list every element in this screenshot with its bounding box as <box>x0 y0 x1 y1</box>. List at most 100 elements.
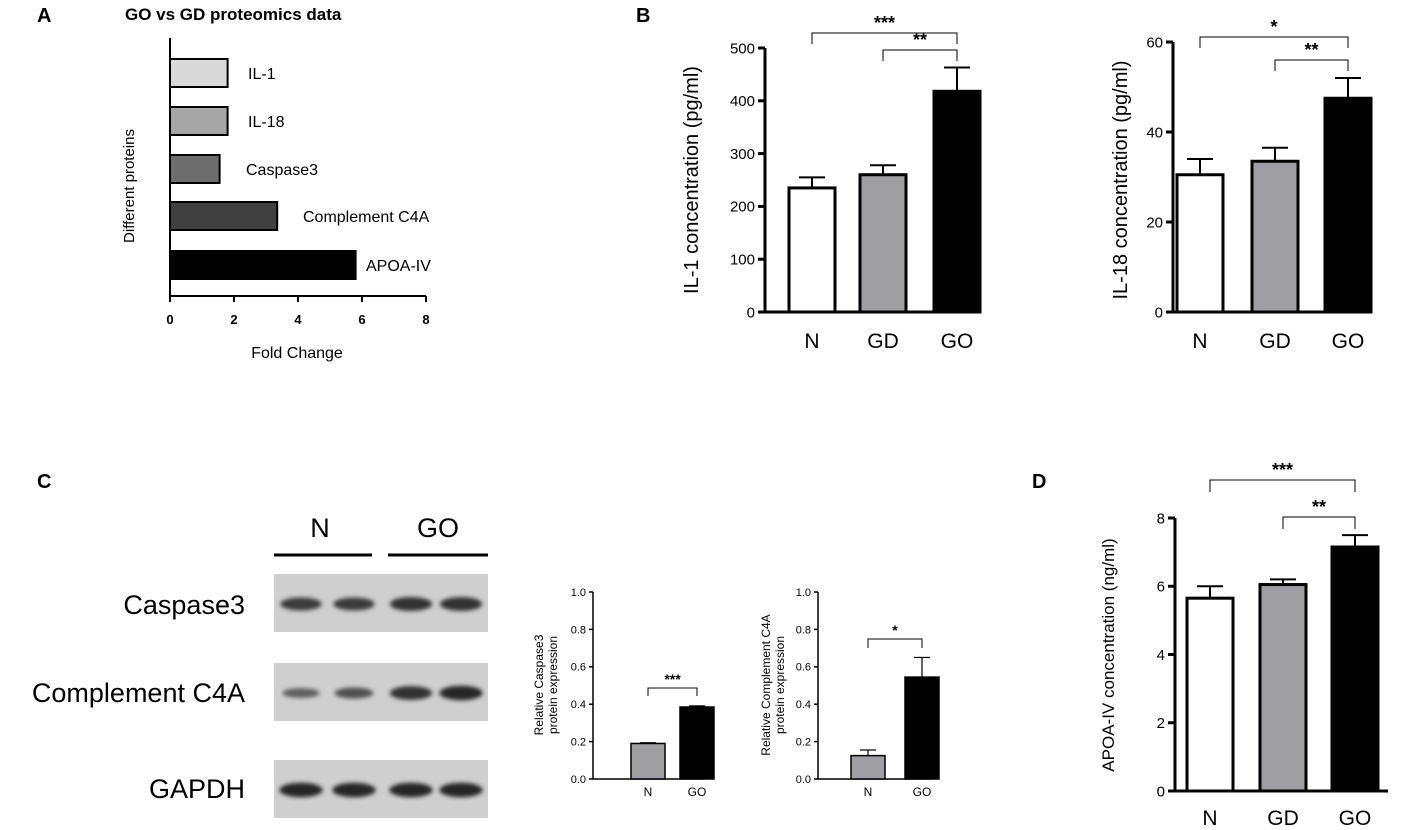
chart-b1-ylabel: IL-1 concentration (pg/ml) <box>681 66 703 294</box>
blot-group-n: N <box>310 513 330 543</box>
chart-d-category-label: GO <box>1339 807 1372 830</box>
panel-letter-a: A <box>37 5 51 27</box>
chart-a-category-label: Complement C4A <box>303 209 430 226</box>
blot-band <box>439 685 483 701</box>
chart-b2-category-label: GO <box>1332 330 1365 353</box>
blot-band <box>334 687 374 699</box>
chart-a-x-tick-label: 0 <box>166 312 173 327</box>
chart-c1-y-tick-label: 0.4 <box>571 699 586 711</box>
chart-a-bar <box>169 250 357 280</box>
chart-c2-significance-label: * <box>892 622 898 638</box>
western-blot: N GO Caspase3 Complement C4A GAPDH <box>32 513 488 818</box>
chart-a-category-label: Caspase3 <box>246 162 318 179</box>
chart-c1-ylabel-line1: Relative Caspase3 <box>532 634 546 735</box>
chart-b2-y-tick-label: 0 <box>1155 304 1163 321</box>
chart-c1-y-tick-label: 0.0 <box>571 774 586 786</box>
chart-c1-y-tick-label: 1.0 <box>571 587 586 599</box>
chart-c1-y-tick-label: 0.8 <box>571 624 586 636</box>
panel-letter-c: C <box>37 471 51 493</box>
blot-band <box>439 597 483 611</box>
chart-b2-significance-bracket <box>1199 36 1349 48</box>
chart-b1-y-tick-label: 0 <box>747 304 755 321</box>
blot-band <box>279 782 323 798</box>
chart-a-proteomics: GO vs GD proteomics data Different prote… <box>121 5 431 362</box>
chart-c2-significance-bracket <box>867 638 923 648</box>
chart-c1-y-tick-label: 0.2 <box>571 736 586 748</box>
chart-d-significance-bracket <box>1209 479 1356 492</box>
chart-d-y-tick-label: 2 <box>1157 715 1165 732</box>
chart-d-apoa4: APOA-IV concentration (ng/ml) 0 2 4 6 8 N GD GO… <box>1099 460 1388 830</box>
chart-b2-bar <box>1250 159 1300 314</box>
chart-a-title: GO vs GD proteomics data <box>125 5 342 24</box>
chart-c2-y-tick-label: 1.0 <box>796 587 811 599</box>
chart-c2-ylabel-line1: Relative Complement C4A <box>759 614 773 755</box>
chart-c2-category-label: GO <box>913 785 932 799</box>
chart-b-il1: IL-1 concentration (pg/ml) 0 100 200 300 400… <box>681 13 982 353</box>
blot-band <box>282 688 320 698</box>
chart-b1-y-tick-label: 300 <box>730 146 755 163</box>
chart-c2-y-tick-label: 0.8 <box>796 624 811 636</box>
chart-c2-y-tick-label: 0.2 <box>796 736 811 748</box>
chart-d-bar <box>1185 596 1235 793</box>
blot-band <box>389 597 433 611</box>
chart-b-il18: IL-18 concentration (pg/ml) 0 20 40 60 N GD GO… <box>1110 17 1373 353</box>
chart-d-y-tick-label: 6 <box>1157 579 1165 596</box>
blot-row-label-c4a: Complement C4A <box>32 678 245 708</box>
chart-d-y-tick-label: 0 <box>1157 783 1165 800</box>
chart-a-bar <box>169 201 279 231</box>
chart-c2-bar <box>850 754 886 780</box>
blot-band <box>333 597 375 611</box>
chart-a-category-label: IL-18 <box>248 114 285 131</box>
chart-a-xlabel: Fold Change <box>251 345 343 362</box>
chart-b2-significance-bracket <box>1274 59 1349 71</box>
chart-d-bar <box>1330 545 1380 793</box>
chart-d-significance-label: ** <box>1312 497 1326 517</box>
chart-d-category-label: N <box>1202 807 1217 830</box>
chart-b1-significance-label: *** <box>874 13 895 33</box>
chart-a-x-tick-label: 4 <box>294 312 302 327</box>
chart-c1-y-tick-label: 0.6 <box>571 662 586 674</box>
chart-b1-category-label: GD <box>867 330 899 353</box>
chart-b1-bar <box>787 186 837 314</box>
chart-b2-bar <box>1175 173 1225 314</box>
chart-c2-y-tick-label: 0.6 <box>796 662 811 674</box>
chart-b1-significance-bracket <box>811 32 958 44</box>
chart-c-caspase3: Relative Caspase3 protein expression 0.0… <box>532 587 715 799</box>
chart-d-y-tick-label: 8 <box>1157 510 1165 527</box>
chart-d-y-tick-label: 4 <box>1157 647 1165 664</box>
chart-a-x-tick-label: 8 <box>422 312 429 327</box>
chart-b1-category-label: GO <box>941 330 974 353</box>
chart-b1-y-tick-label: 200 <box>730 199 755 216</box>
chart-c1-significance-bracket <box>647 687 698 696</box>
chart-c1-ylabel-line2: protein expression <box>546 636 560 734</box>
panel-letter-b: B <box>636 5 650 27</box>
chart-c1-bar <box>679 706 715 780</box>
chart-c-c4a: Relative Complement C4A protein expressi… <box>759 587 940 799</box>
chart-b1-y-tick-label: 400 <box>730 93 755 110</box>
chart-c2-category-label: N <box>864 785 873 799</box>
chart-a-category-label: IL-1 <box>248 66 276 83</box>
chart-b1-significance-label: ** <box>913 30 927 50</box>
chart-b1-category-label: N <box>804 330 819 353</box>
chart-b1-significance-bracket <box>882 49 958 61</box>
chart-d-bar <box>1258 583 1308 793</box>
blot-row-label-gapdh: GAPDH <box>149 774 245 804</box>
chart-d-significance-bracket <box>1282 516 1356 529</box>
blot-band <box>332 782 376 798</box>
chart-a-bar <box>169 154 221 184</box>
chart-a-bar <box>169 58 229 88</box>
chart-c1-category-label: GO <box>688 785 707 799</box>
chart-b2-bar <box>1323 96 1373 314</box>
chart-b1-y-tick-label: 500 <box>730 40 755 57</box>
chart-c2-ylabel-line2: protein expression <box>773 636 787 734</box>
chart-b1-y-tick-label: 100 <box>730 251 755 268</box>
chart-d-ylabel: APOA-IV concentration (ng/ml) <box>1099 538 1118 771</box>
blot-group-go: GO <box>417 513 459 543</box>
chart-a-ylabel: Different proteins <box>121 129 138 243</box>
chart-d-category-label: GD <box>1267 807 1299 830</box>
chart-a-x-tick-label: 6 <box>358 312 365 327</box>
chart-c2-bar <box>904 676 940 780</box>
chart-c1-bar <box>630 742 666 780</box>
chart-c2-y-tick-label: 0.0 <box>796 774 811 786</box>
